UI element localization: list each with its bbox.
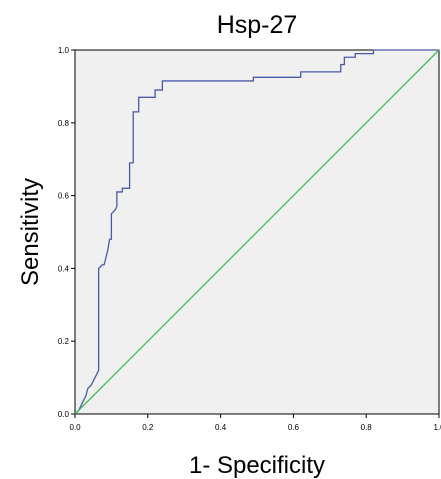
x-tick-label: 0.6: [288, 423, 300, 432]
x-axis-ticks: 0.0 0.2 0.4 0.6 0.8 1.0: [69, 414, 441, 432]
x-tick-label: 0.8: [361, 423, 373, 432]
reference-diagonal-line: [74, 49, 440, 415]
y-axis-label: Sensitivity: [17, 178, 44, 286]
chart-title: Hsp-27: [217, 11, 298, 39]
roc-curve-line: [74, 49, 439, 415]
y-tick-label: 0.4: [58, 264, 70, 273]
y-tick-label: 0.2: [58, 337, 70, 346]
x-tick-label: 0.4: [215, 423, 227, 432]
x-tick-label: 0.0: [69, 423, 81, 432]
x-tick-label: 0.2: [142, 423, 154, 432]
y-tick-label: 0.8: [58, 119, 70, 128]
y-tick-label: 0.6: [58, 192, 70, 201]
series-layer: [74, 49, 440, 415]
x-axis-label: 1- Specificity: [189, 452, 325, 479]
y-axis-ticks: 0.0 0.2 0.4 0.6 0.8 1.0: [58, 46, 75, 419]
x-tick-label: 1.0: [433, 423, 441, 432]
y-tick-label: 0.0: [58, 410, 70, 419]
y-tick-label: 1.0: [58, 46, 70, 55]
